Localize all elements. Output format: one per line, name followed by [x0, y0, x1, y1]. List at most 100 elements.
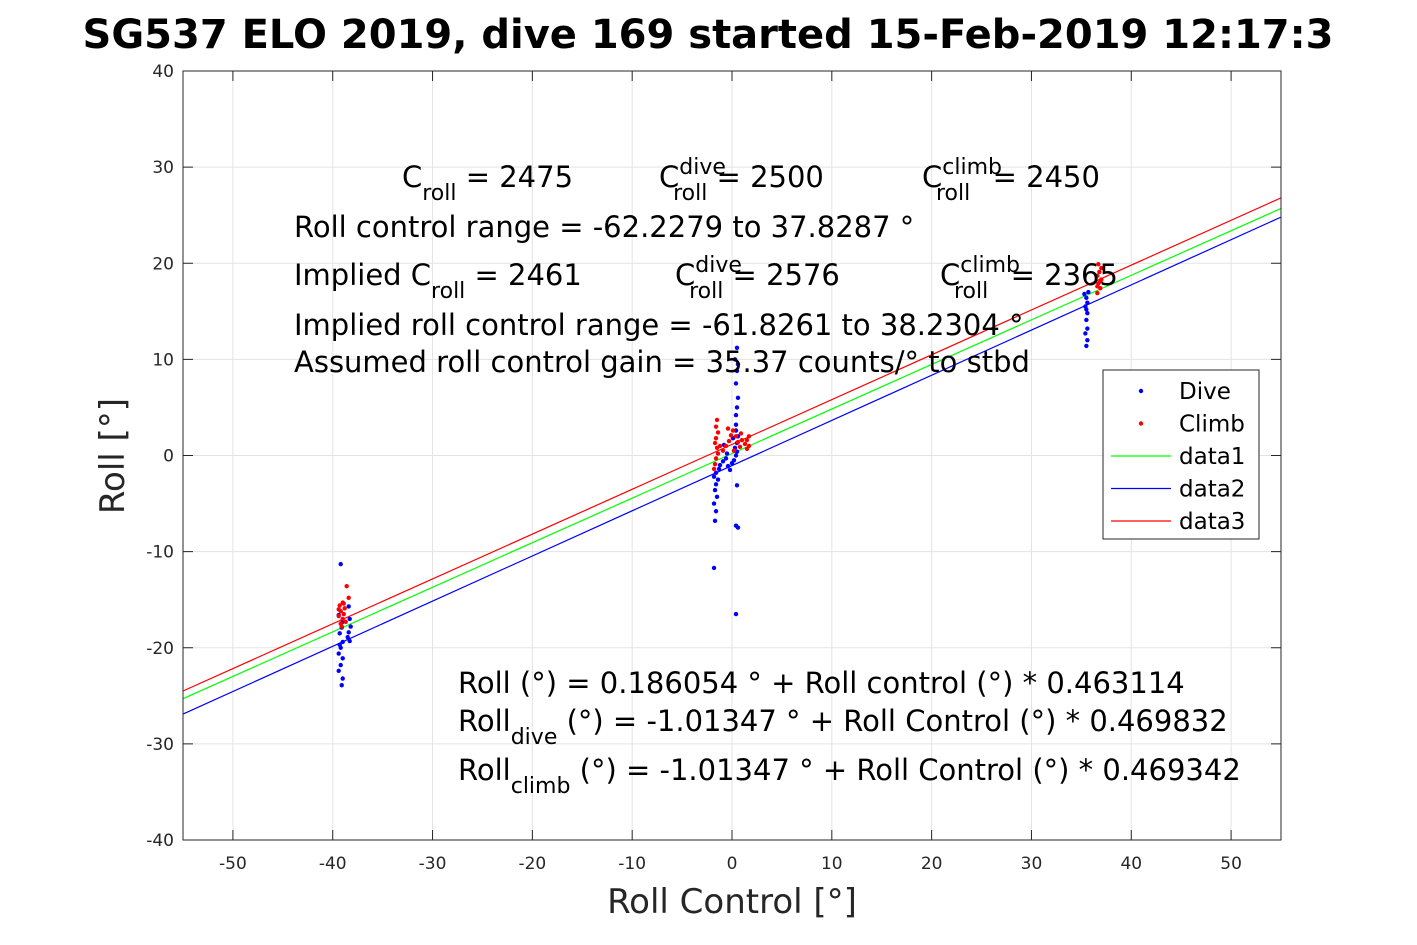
dive-point [717, 462, 723, 468]
annotation-gain: Assumed roll control gain = 35.37 counts… [294, 345, 1030, 379]
dive-point [339, 683, 344, 688]
x-tick-label: -40 [319, 854, 347, 874]
y-tick-label: 0 [163, 447, 174, 467]
y-tick-label: -40 [146, 831, 174, 851]
dive-point [711, 565, 717, 571]
climb-point [723, 443, 729, 449]
dive-point [1086, 289, 1091, 295]
climb-point [336, 607, 341, 612]
dive-point [347, 638, 352, 644]
climb-point [1096, 262, 1101, 267]
annotation-value: (°) = 0.186054 ° + Roll control (°) * 0.… [511, 666, 1185, 700]
dive-point [340, 676, 345, 681]
y-tick-label: -10 [146, 543, 174, 563]
dive-point [711, 501, 717, 506]
climb-point [712, 440, 718, 446]
annotation-subscript: roll [936, 181, 970, 206]
climb-point [1095, 273, 1100, 278]
x-tick-label: 50 [1220, 854, 1242, 874]
dive-point [733, 381, 739, 386]
annotation-c_roll_climb: Cclimb roll = 2450 [922, 155, 1100, 206]
climb-point [746, 443, 752, 449]
climb-point [725, 426, 731, 431]
dive-point [714, 494, 720, 500]
axis-ticks: -50 -40 -30 -20 -10 0 10 20 30 40 50 -40 -30 -20 -10 0 1… [146, 62, 1281, 874]
climb-point [717, 443, 723, 449]
climb-point [746, 434, 752, 439]
dive-point [734, 483, 740, 488]
annotation-fit_climb: Rollclimb (°) = -1.01347 ° + Roll Contro… [458, 753, 1241, 799]
dive-point [338, 662, 343, 668]
climb-point [336, 613, 341, 619]
x-tick-label: 30 [1021, 854, 1043, 874]
annotation-subscript: roll [689, 279, 723, 304]
y-tick-label: -30 [146, 735, 174, 755]
dive-point [1085, 326, 1090, 331]
annotation-base: C [659, 160, 679, 194]
annotation-value: = 2475 [457, 160, 574, 194]
climb-point [1097, 269, 1102, 275]
annotation-c_roll: Croll = 2475 [402, 160, 573, 206]
legend-label: data1 [1179, 444, 1245, 470]
y-tick-label: -20 [146, 639, 174, 659]
annotation-implied_range: Implied roll control range = -61.8261 to… [294, 308, 1024, 342]
dive-point [735, 361, 741, 367]
dive-point [1084, 343, 1089, 349]
dive-point [338, 561, 343, 567]
climb-point [1098, 279, 1103, 284]
annotation-value: = 2450 [983, 160, 1100, 194]
climb-point [342, 606, 347, 611]
climb-point [726, 438, 732, 444]
climb-point [739, 437, 745, 443]
x-tick-label: -10 [618, 854, 646, 874]
annotation-implied_c_roll_climb: Cclimb roll = 2365 [940, 253, 1118, 304]
climb-point [742, 441, 748, 447]
x-axis-label: Roll Control [°] [607, 882, 857, 922]
x-tick-label: 0 [727, 854, 738, 874]
legend-label: Climb [1179, 412, 1245, 438]
annotation-base: Roll [458, 704, 511, 738]
climb-point [343, 619, 348, 624]
annotation-base: Roll [458, 753, 511, 787]
climb-point [738, 431, 744, 436]
dive-point [337, 631, 342, 636]
dive-point [733, 523, 739, 528]
climb-point [341, 601, 346, 606]
y-tick-label: 20 [152, 254, 174, 274]
annotation-value: = 2461 [465, 258, 582, 292]
annotation-implied_c_roll: Implied Croll = 2461 [294, 258, 582, 304]
y-tick-label: 10 [152, 350, 174, 370]
dive-point [1085, 300, 1090, 305]
legend-marker-dive [1138, 388, 1144, 394]
annotation-c_roll_dive: Cdive roll = 2500 [659, 155, 824, 206]
annotation-fit_all: Roll (°) = 0.186054 ° + Roll control (°)… [458, 666, 1185, 700]
dive-point [337, 642, 342, 648]
legend: Dive Climb data1 data2 data3 [1102, 369, 1260, 540]
dive-point [346, 630, 351, 635]
dive-point [711, 474, 717, 479]
legend-box [1102, 369, 1260, 540]
dive-point [733, 412, 739, 418]
dive-point [1083, 331, 1088, 336]
annotation-fit_dive: Rolldive (°) = -1.01347 ° + Roll Control… [458, 704, 1228, 750]
dive-point [731, 458, 737, 463]
legend-label: Dive [1179, 379, 1231, 405]
annotation-superscript: dive [695, 253, 742, 278]
legend-marker-climb [1138, 421, 1144, 426]
dive-point [345, 634, 350, 640]
annotation-subscript: roll [954, 279, 988, 304]
dive-point [1084, 317, 1089, 323]
climb-point [713, 435, 719, 441]
dive-point [713, 509, 719, 514]
climb-point [737, 444, 743, 450]
annotation-base: Implied C [294, 258, 431, 292]
dive-point [340, 639, 345, 645]
x-tick-label: -30 [419, 854, 447, 874]
dive-point [1082, 291, 1087, 297]
annotation-superscript: climb [960, 253, 1020, 278]
dive-point [720, 459, 726, 464]
dive-point [733, 453, 739, 458]
fit-line-data3 [182, 197, 1282, 692]
dive-point [346, 604, 351, 609]
